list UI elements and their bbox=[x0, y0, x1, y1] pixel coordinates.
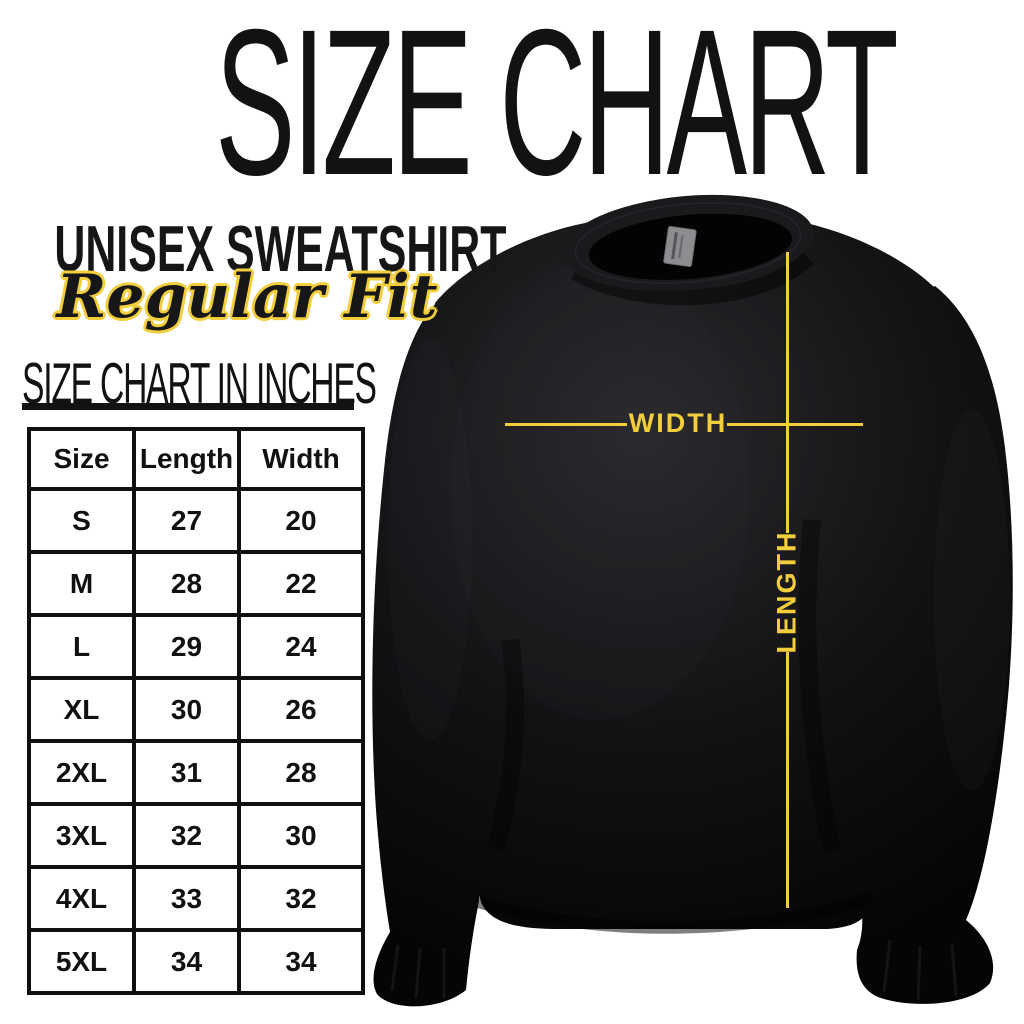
table-row: 4XL 33 32 bbox=[27, 865, 365, 932]
size-cell: 2XL bbox=[27, 739, 136, 806]
width-cell: 20 bbox=[237, 487, 365, 554]
width-cell: 22 bbox=[237, 550, 365, 617]
page-title: SIZE CHART bbox=[215, 0, 899, 219]
table-row: 3XL 32 30 bbox=[27, 802, 365, 869]
length-cell: 29 bbox=[132, 613, 241, 680]
hem-shadow bbox=[476, 892, 874, 934]
size-cell: S bbox=[27, 487, 136, 554]
table-header-row: Size Length Width bbox=[27, 427, 365, 491]
size-cell: L bbox=[27, 613, 136, 680]
length-measure-line-top bbox=[786, 252, 789, 533]
length-cell: 33 bbox=[132, 865, 241, 932]
table-row: S 27 20 bbox=[27, 487, 365, 554]
length-measure-label: LENGTH bbox=[771, 530, 802, 654]
size-cell: 5XL bbox=[27, 928, 136, 995]
width-measure-line-right bbox=[727, 423, 863, 426]
table-row: L 29 24 bbox=[27, 613, 365, 680]
width-measure-line-left bbox=[505, 423, 627, 426]
product-fit: Regular Fit bbox=[56, 262, 438, 332]
table-row: 2XL 31 28 bbox=[27, 739, 365, 806]
width-measure-label: WIDTH bbox=[628, 408, 728, 438]
heading-underline bbox=[22, 403, 354, 410]
right-fold-shadow bbox=[798, 519, 841, 852]
width-cell: 24 bbox=[237, 613, 365, 680]
sweatshirt-left-sleeve bbox=[372, 302, 540, 1007]
length-cell: 27 bbox=[132, 487, 241, 554]
table-row: M 28 22 bbox=[27, 550, 365, 617]
collar-seam bbox=[574, 201, 802, 285]
length-cell: 28 bbox=[132, 550, 241, 617]
length-cell: 31 bbox=[132, 739, 241, 806]
left-fold-shadow bbox=[486, 638, 524, 853]
size-table: Size Length Width S 27 20 M 28 22 L 29 2… bbox=[27, 427, 365, 995]
brand-tag bbox=[663, 225, 697, 268]
size-cell: M bbox=[27, 550, 136, 617]
width-cell: 32 bbox=[237, 865, 365, 932]
width-cell: 26 bbox=[237, 676, 365, 743]
cuff-ribbing bbox=[390, 939, 958, 1001]
length-measure-line-bottom bbox=[786, 652, 789, 908]
length-cell: 30 bbox=[132, 676, 241, 743]
col-header-width: Width bbox=[237, 427, 365, 491]
width-cell: 28 bbox=[237, 739, 365, 806]
col-header-length: Length bbox=[132, 427, 241, 491]
length-cell: 34 bbox=[132, 928, 241, 995]
sweatshirt-right-sleeve bbox=[799, 286, 1013, 1004]
size-cell: XL bbox=[27, 676, 136, 743]
width-cell: 34 bbox=[237, 928, 365, 995]
product-name: UNISEX SWEATSHIRT bbox=[54, 212, 507, 286]
chest-highlight bbox=[450, 260, 750, 720]
right-sleeve-highlight bbox=[934, 410, 1010, 790]
table-row: 5XL 34 34 bbox=[27, 928, 365, 995]
width-cell: 30 bbox=[237, 802, 365, 869]
length-cell: 32 bbox=[132, 802, 241, 869]
table-row: XL 30 26 bbox=[27, 676, 365, 743]
size-cell: 3XL bbox=[27, 802, 136, 869]
size-cell: 4XL bbox=[27, 865, 136, 932]
col-header-size: Size bbox=[27, 427, 136, 491]
left-sleeve-highlight bbox=[388, 340, 472, 740]
